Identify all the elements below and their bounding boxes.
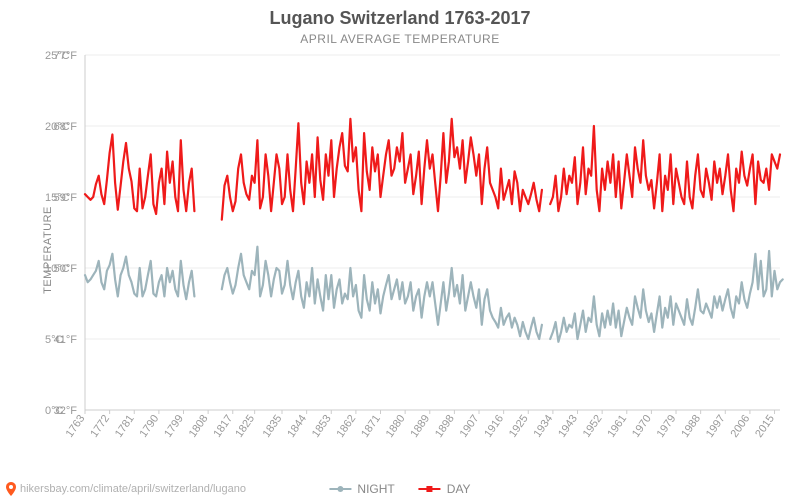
map-pin-icon (6, 482, 16, 496)
svg-text:59°F: 59°F (54, 192, 78, 204)
svg-text:1871: 1871 (359, 413, 383, 440)
svg-text:1997: 1997 (704, 413, 728, 440)
svg-text:1772: 1772 (88, 413, 112, 440)
svg-text:1790: 1790 (137, 413, 161, 440)
chart-svg: 0°C32°F5°C41°F10°C50°F15°C59°F20°C68°F25… (0, 0, 800, 500)
svg-text:1817: 1817 (211, 413, 235, 440)
svg-text:1825: 1825 (233, 413, 257, 440)
svg-text:41°F: 41°F (54, 334, 78, 346)
legend-item-day: DAY (419, 482, 471, 496)
svg-text:1970: 1970 (630, 413, 654, 440)
footer: hikersbay.com/climate/april/switzerland/… (6, 482, 246, 496)
svg-text:1844: 1844 (285, 413, 309, 440)
svg-text:1889: 1889 (408, 413, 432, 440)
legend-label-night: NIGHT (357, 482, 394, 496)
svg-text:1925: 1925 (507, 413, 531, 440)
legend-label-day: DAY (447, 482, 471, 496)
svg-text:1853: 1853 (310, 413, 334, 440)
svg-text:1799: 1799 (162, 413, 186, 440)
svg-text:1781: 1781 (113, 413, 137, 440)
svg-text:1808: 1808 (187, 413, 211, 440)
y-axis: 0°C32°F5°C41°F10°C50°F15°C59°F20°C68°F25… (45, 50, 77, 417)
legend-swatch-night (329, 488, 351, 490)
legend-swatch-day (419, 488, 441, 490)
data-series (85, 119, 783, 342)
legend-item-night: NIGHT (329, 482, 394, 496)
svg-text:1835: 1835 (261, 413, 285, 440)
grid-lines (85, 55, 780, 410)
svg-text:1952: 1952 (581, 413, 605, 440)
svg-text:2006: 2006 (728, 413, 752, 440)
svg-text:1988: 1988 (679, 413, 703, 440)
svg-text:1979: 1979 (655, 413, 679, 440)
svg-text:1898: 1898 (433, 413, 457, 440)
legend: NIGHT DAY (329, 482, 470, 496)
svg-text:2015: 2015 (753, 413, 777, 440)
svg-text:1907: 1907 (458, 413, 482, 440)
svg-text:1916: 1916 (482, 413, 506, 440)
svg-text:1880: 1880 (384, 413, 408, 440)
footer-url: hikersbay.com/climate/april/switzerland/… (20, 483, 246, 495)
svg-text:1961: 1961 (605, 413, 629, 440)
svg-text:77°F: 77°F (54, 50, 78, 62)
svg-text:1943: 1943 (556, 413, 580, 440)
svg-text:1862: 1862 (334, 413, 358, 440)
svg-text:68°F: 68°F (54, 121, 78, 133)
x-axis: 1763177217811790179918081817182518351844… (64, 410, 777, 440)
chart-container: Lugano Switzerland 1763-2017 April Avera… (0, 0, 800, 500)
svg-text:50°F: 50°F (54, 263, 78, 275)
svg-text:32°F: 32°F (54, 405, 78, 417)
svg-text:1934: 1934 (531, 413, 555, 440)
